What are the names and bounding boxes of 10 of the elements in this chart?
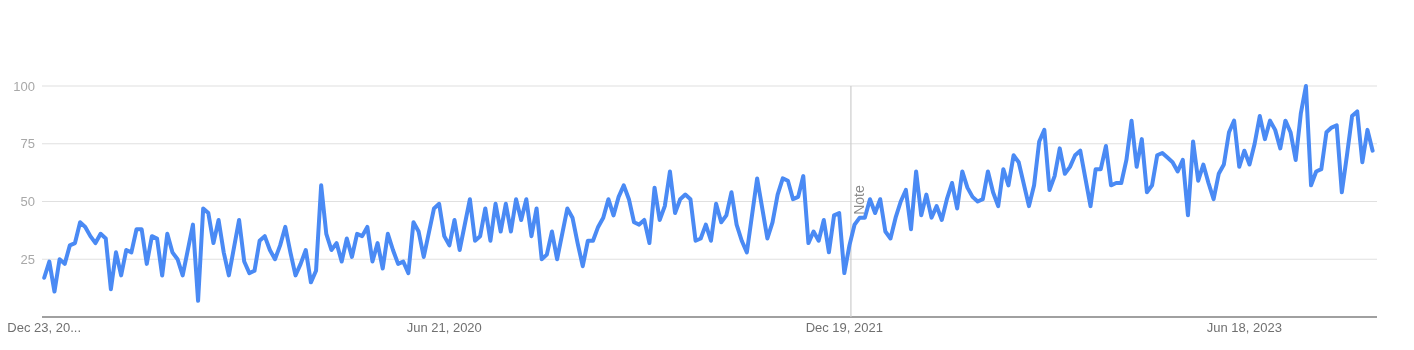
x-tick-label: Dec 19, 2021 — [805, 320, 883, 335]
y-tick-label: 50 — [20, 194, 35, 210]
y-tick-label: 25 — [20, 251, 35, 267]
x-tick-label: Dec 23, 20... — [7, 320, 82, 335]
x-tick-label: Jun 18, 2023 — [1206, 320, 1282, 335]
y-tick-label: 100 — [13, 78, 35, 94]
line-series — [42, 84, 1375, 303]
ref-line-label: Note — [850, 185, 867, 215]
x-tick-label: Jun 21, 2020 — [406, 320, 482, 335]
y-tick-label: 75 — [20, 136, 35, 152]
